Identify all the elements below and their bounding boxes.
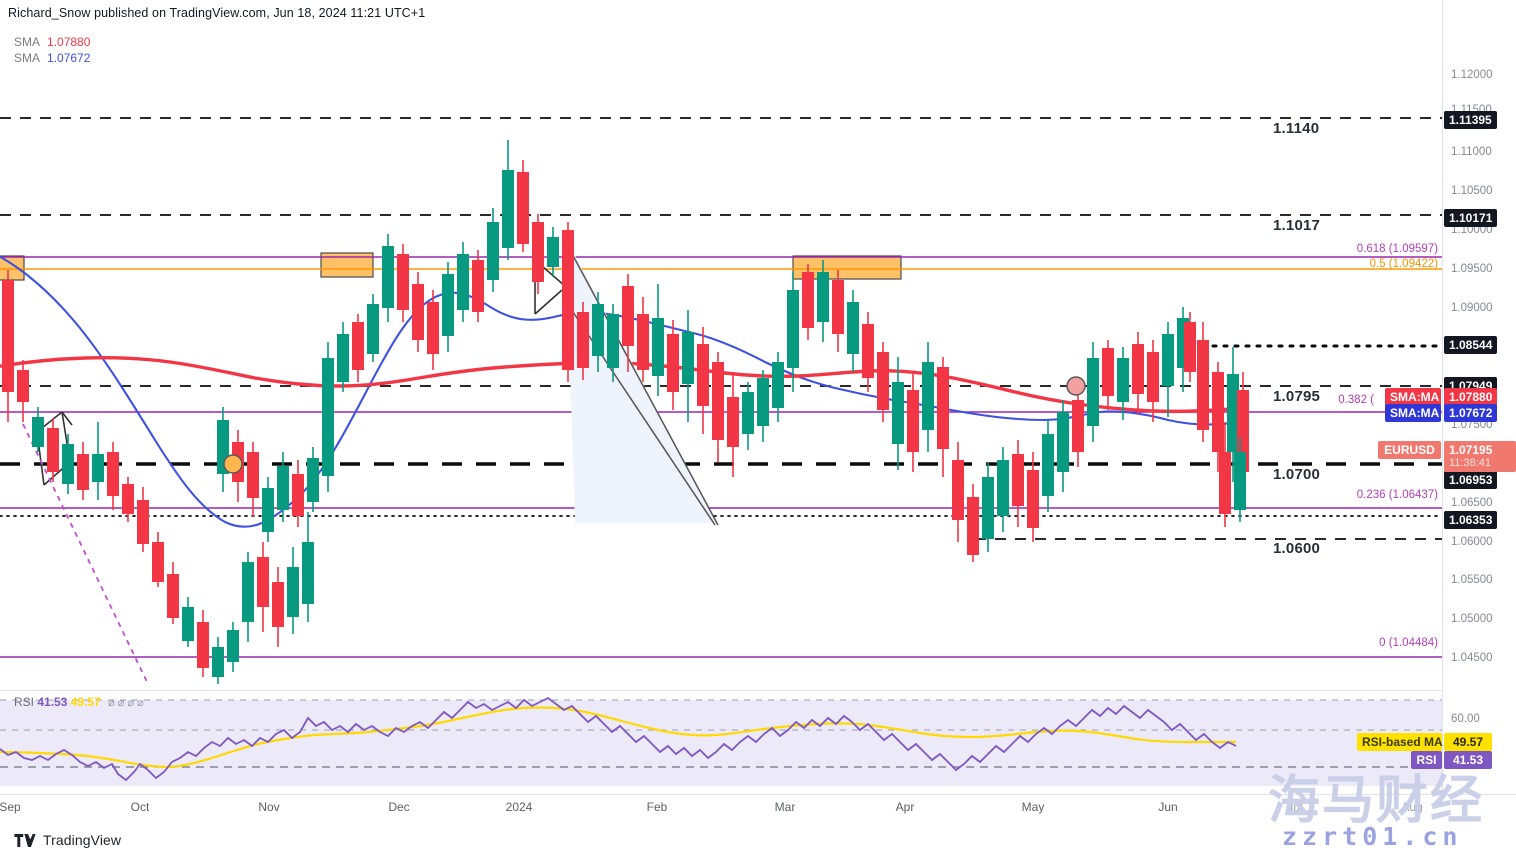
rsi-tag-value: 41.53 — [1444, 751, 1492, 769]
axis-tick: 1.07500 — [1451, 419, 1493, 431]
symbol-tag-label: EURUSD — [1378, 441, 1441, 459]
time-label: Jul — [1287, 800, 1303, 814]
price-badge-mid1: 1.08544 — [1444, 336, 1498, 354]
candlestick-series — [2, 140, 1249, 684]
rsi-legend-name: RSI — [14, 695, 35, 709]
time-label: Dec — [388, 800, 410, 814]
time-label: Mar — [774, 800, 796, 814]
marker-dot-right — [1066, 376, 1086, 396]
sma-fast-tag-label: SMA:MA — [1385, 388, 1441, 406]
price-chart-svg — [0, 117, 1442, 685]
time-label: 2024 — [505, 800, 533, 814]
level-note-3: 1.0795 — [1273, 388, 1321, 405]
legend-label-sma-fast: SMA — [14, 35, 41, 49]
axis-tick: 1.05500 — [1451, 574, 1493, 586]
axis-tick: 1.12000 — [1451, 69, 1493, 81]
axis-tick: 1.04500 — [1451, 652, 1493, 664]
marker-dot-left — [223, 454, 243, 474]
fib-label-05: 0.5 (1.09422) — [1369, 258, 1438, 270]
fib-label-0236: 0.236 (1.06437) — [1356, 489, 1438, 501]
sma-slow-tag-value: 1.07672 — [1444, 404, 1498, 422]
rsi-tag-label: RSI — [1411, 751, 1442, 769]
time-axis[interactable]: Sep Oct Nov Dec 2024 Feb Mar Apr May Jun… — [0, 795, 1516, 827]
axis-tick: 1.09000 — [1451, 302, 1493, 314]
descending-trendline-dashed — [22, 423, 149, 685]
indicator-legend[interactable]: SMA 1.07880 SMA 1.07672 — [14, 34, 90, 66]
axis-tick: 1.09500 — [1451, 263, 1493, 275]
rsi-axis-tick-60: 60.00 — [1451, 713, 1480, 725]
sma-slow-tag-label: SMA:MA — [1385, 404, 1441, 422]
axis-tick: 1.05000 — [1451, 613, 1493, 625]
time-label: Feb — [646, 800, 668, 814]
descending-channel — [566, 249, 719, 526]
rsi-legend-value: 41.53 — [37, 695, 68, 709]
legend-value-sma-fast: 1.07880 — [47, 35, 91, 49]
level-note-2: 1.1017 — [1273, 217, 1321, 234]
publisher-line: Richard_Snow published on TradingView.co… — [8, 6, 426, 20]
pane-separator[interactable] — [0, 690, 1442, 691]
time-label: Oct — [130, 800, 150, 814]
tradingview-logo[interactable]: TradingView — [14, 832, 121, 848]
level-note-1: 1.1140 — [1273, 120, 1320, 137]
sma-fast-tag-value: 1.07880 — [1444, 388, 1498, 406]
rsi-legend-ma-value: 49.57 — [70, 695, 101, 709]
rsi-ma-tag-value: 49.57 — [1444, 733, 1492, 751]
fib-label-0618: 0.618 (1.09597) — [1356, 243, 1438, 255]
price-pane[interactable]: 1.1140 1.1017 1.0795 1.0700 1.0600 — [0, 22, 1442, 690]
price-badge-supp1: 1.06953 — [1444, 471, 1498, 489]
symbol-tag-price: 1.07195 — [1449, 443, 1493, 457]
symbol-price-tag: 1.07195 11:38:41 — [1444, 441, 1516, 472]
symbol-tag-time: 11:38:41 — [1449, 457, 1492, 469]
time-label: May — [1021, 800, 1045, 814]
level-note-4: 1.0700 — [1273, 466, 1321, 483]
legend-label-sma-slow: SMA — [14, 51, 41, 65]
legend-row-sma-fast[interactable]: SMA 1.07880 — [14, 34, 90, 50]
rsi-legend-controls-icon[interactable]: ⌀ ⌀ ⌀ ⌀ — [108, 697, 144, 709]
rsi-line — [0, 696, 1237, 782]
rsi-chart-svg — [0, 696, 1442, 782]
time-label: Nov — [258, 800, 280, 814]
rsi-pane[interactable] — [0, 692, 1442, 794]
trade-markers — [223, 376, 1086, 474]
axis-tick: 1.10000 — [1451, 224, 1493, 236]
time-label: Aug — [1401, 800, 1423, 814]
axis-tick: 1.11000 — [1451, 146, 1492, 158]
rsi-ma-tag-label: RSI-based MA — [1357, 733, 1443, 751]
axis-tick: 1.10500 — [1451, 185, 1493, 197]
time-label: Sep — [0, 800, 21, 814]
legend-value-sma-slow: 1.07672 — [47, 51, 91, 65]
rsi-ma-line — [0, 706, 1236, 769]
time-label: Apr — [895, 800, 915, 814]
price-badge-supp2: 1.06353 — [1444, 511, 1498, 529]
level-note-5: 1.0600 — [1273, 540, 1321, 557]
price-badge-resist: 1.10171 — [1444, 209, 1498, 227]
price-badge-high: 1.11395 — [1444, 111, 1497, 129]
fib-label-0382: 0.382 ( — [1338, 394, 1374, 406]
axis-tick: 1.06500 — [1451, 497, 1493, 509]
fib-label-0: 0 (1.04484) — [1379, 637, 1438, 649]
rsi-legend[interactable]: RSI 41.53 49.57 ⌀ ⌀ ⌀ ⌀ — [14, 695, 144, 709]
axis-tick: 1.06000 — [1451, 536, 1493, 548]
legend-row-sma-slow[interactable]: SMA 1.07672 — [14, 50, 90, 66]
tradingview-mark-icon — [14, 833, 36, 847]
tradingview-brand-label: TradingView — [43, 832, 122, 848]
time-axis-separator — [0, 794, 1516, 795]
time-label: Jun — [1158, 800, 1178, 814]
